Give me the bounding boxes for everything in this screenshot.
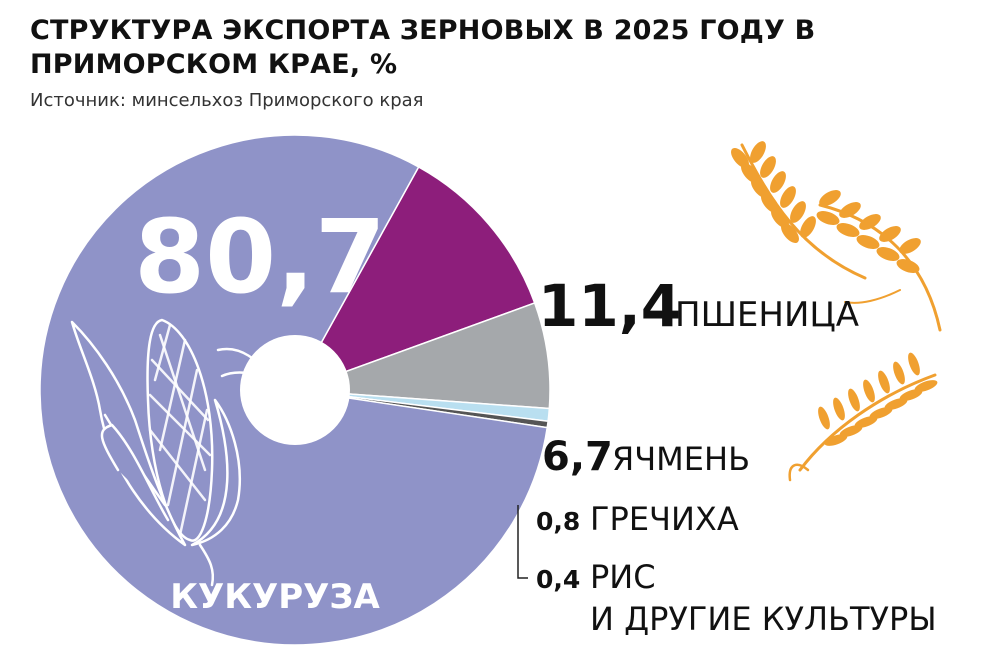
buckwheat-value-label: 0,8 — [536, 507, 580, 536]
corn-cob-icon — [70, 318, 272, 587]
corn-category-label: КУКУРУЗА — [170, 577, 380, 617]
wheat-ear-icon — [731, 141, 942, 332]
chart-source: Источник: минсельхоз Приморского края — [30, 90, 424, 111]
barley-category-label: ЯЧМЕНЬ — [612, 440, 750, 478]
donut-hole — [240, 335, 350, 445]
rice-category-label: РИС — [590, 558, 656, 596]
corn-value-label: 80,7 — [134, 198, 386, 317]
wheat-value-label: 11,4 — [538, 272, 681, 340]
buckwheat-category-label: ГРЕЧИХА — [590, 500, 739, 538]
wheat-stalk-icon — [788, 352, 938, 482]
barley-value-label: 6,7 — [542, 434, 613, 480]
chart-title: СТРУКТУРА ЭКСПОРТА ЗЕРНОВЫХ В 2025 ГОДУ … — [30, 15, 816, 80]
pie-slice-wheat — [293, 165, 536, 392]
wheat-category-label: ПШЕНИЦА — [675, 295, 859, 335]
pie-slice-barley — [294, 301, 551, 410]
rice-leader-line — [517, 505, 528, 579]
rice-value-label: 0,4 — [536, 565, 580, 594]
rice-category-label-line2: И ДРУГИЕ КУЛЬТУРЫ — [590, 600, 937, 638]
